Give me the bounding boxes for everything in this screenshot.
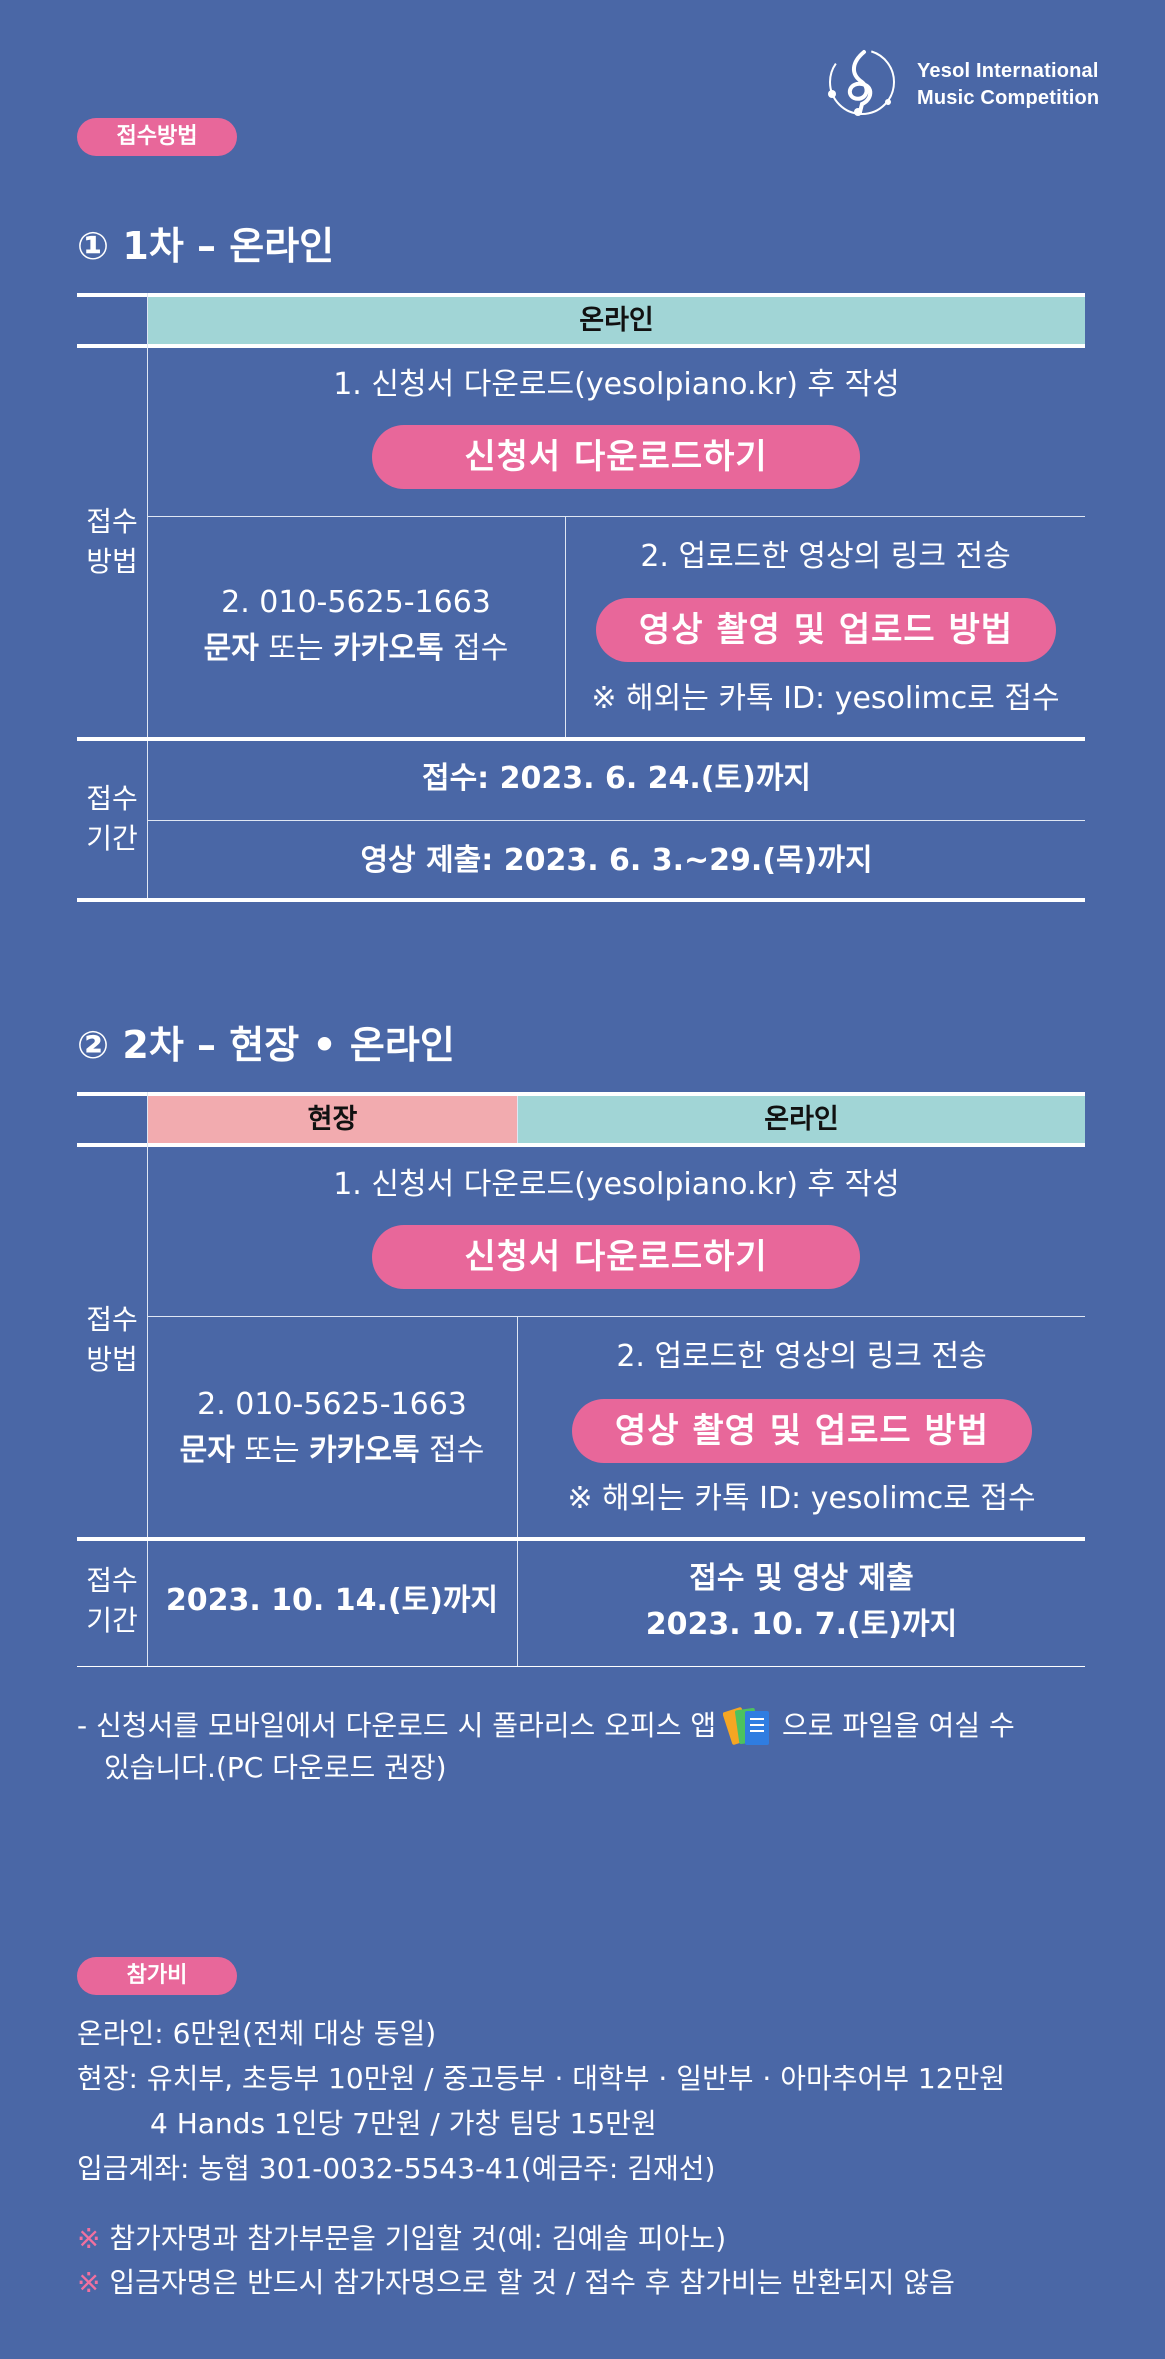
round2-bottom-border xyxy=(77,1666,1085,1667)
note-mark-icon: ※ xyxy=(77,2222,101,2255)
round1-title: ① 1차 – 온라인 xyxy=(77,224,335,268)
round1-download-button[interactable]: 신청서 다운로드하기 xyxy=(372,425,860,489)
round1-overseas-note: ※ 해외는 카톡 ID: yesolimc로 접수 xyxy=(591,681,1060,716)
round2-step1: 1. 신청서 다운로드(yesolpiano.kr) 후 작성 xyxy=(333,1167,900,1202)
fee-onsite-line2: 4 Hands 1인당 7만원 / 가창 팀당 15만원 xyxy=(150,2107,657,2140)
mobile-note-line1: - 신청서를 모바일에서 다운로드 시 폴라리스 오피스 앱 으로 파일을 여실… xyxy=(77,1702,1015,1751)
fee-online: 온라인: 6만원(전체 대상 동일) xyxy=(77,2017,437,2050)
round2-overseas-note: ※ 해외는 카톡 ID: yesolimc로 접수 xyxy=(567,1481,1036,1516)
round2-side-divider xyxy=(147,1092,148,1667)
round2-header-onsite: 현장 xyxy=(148,1096,517,1143)
competition-logo: Yesol International Music Competition xyxy=(822,42,1099,122)
round1-upload-step: 2. 업로드한 영상의 링크 전송 xyxy=(640,539,1011,574)
round2-header-border xyxy=(77,1143,1085,1147)
round2-method-divider xyxy=(517,1317,518,1667)
round2-method-bottom-border xyxy=(77,1537,1085,1541)
round2-side-period: 접수 기간 xyxy=(86,1564,138,1637)
round2-period-onsite: 2023. 10. 14.(토)까지 xyxy=(165,1583,499,1618)
round1-header-border xyxy=(77,344,1085,348)
round2-phone: 2. 010-5625-1663 xyxy=(197,1387,467,1422)
mobile-note-text-b: 으로 파일을 여실 수 xyxy=(781,1709,1015,1742)
round2-side-method: 접수 방법 xyxy=(86,1303,138,1376)
round1-top-border xyxy=(77,293,1085,297)
application-method-tag: 접수방법 xyxy=(77,118,237,156)
round1-method-split xyxy=(148,516,1085,517)
round2-upload-step: 2. 업로드한 영상의 링크 전송 xyxy=(616,1339,987,1374)
round1-side-divider xyxy=(147,293,148,899)
round2-header-online: 온라인 xyxy=(518,1096,1085,1143)
round1-step1: 1. 신청서 다운로드(yesolpiano.kr) 후 작성 xyxy=(333,367,900,402)
round2-period-online-2: 2023. 10. 7.(토)까지 xyxy=(645,1607,958,1642)
round1-phone-sub: 문자 또는 카카오톡 접수 xyxy=(203,631,509,666)
round1-video-guide-button[interactable]: 영상 촬영 및 업로드 방법 xyxy=(596,598,1056,662)
fee-note-2: ※ 입금자명은 반드시 참가자명으로 할 것 / 접수 후 참가비는 반환되지 … xyxy=(77,2266,955,2299)
entry-fee-tag: 참가비 xyxy=(77,1957,237,1995)
logo-line-1: Yesol International xyxy=(917,60,1099,82)
round2-top-border xyxy=(77,1092,1085,1096)
round2-method-split xyxy=(148,1316,1085,1317)
round2-phone-sub: 문자 또는 카카오톡 접수 xyxy=(179,1433,485,1468)
round2-video-guide-button[interactable]: 영상 촬영 및 업로드 방법 xyxy=(572,1399,1032,1463)
round2-download-button[interactable]: 신청서 다운로드하기 xyxy=(372,1225,860,1289)
round1-method-divider xyxy=(565,517,566,738)
round1-phone: 2. 010-5625-1663 xyxy=(221,585,491,620)
round1-period-split xyxy=(148,820,1085,821)
polaris-office-app-icon xyxy=(722,1707,770,1745)
logo-line-2: Music Competition xyxy=(917,87,1100,109)
fee-note-1: ※ 참가자명과 참가부문을 기입할 것(예: 김예솔 피아노) xyxy=(77,2222,727,2255)
fee-onsite-line1: 현장: 유치부, 초등부 10만원 / 중고등부 · 대학부 · 일반부 · 아… xyxy=(77,2062,1006,2095)
mobile-note-text-a: - 신청서를 모바일에서 다운로드 시 폴라리스 오피스 앱 xyxy=(77,1709,717,1742)
round1-header-online: 온라인 xyxy=(148,297,1085,344)
round1-period-submission: 접수: 2023. 6. 24.(토)까지 xyxy=(421,761,812,796)
mobile-note-line2: 있습니다.(PC 다운로드 권장) xyxy=(104,1751,447,1784)
round1-period-video: 영상 제출: 2023. 6. 3.~29.(목)까지 xyxy=(360,843,873,878)
fee-account: 입금계좌: 농협 301-0032-5543-41(예금주: 김재선) xyxy=(77,2152,716,2185)
logo-text: Yesol International Music Competition xyxy=(917,58,1099,112)
treble-clef-logo-icon xyxy=(828,49,895,116)
round2-title: ② 2차 – 현장 • 온라인 xyxy=(77,1023,455,1067)
round2-period-online-1: 접수 및 영상 제출 xyxy=(689,1561,914,1596)
round1-side-period: 접수 기간 xyxy=(86,782,138,855)
round2-header-divider xyxy=(517,1096,518,1143)
round1-method-bottom-border xyxy=(77,737,1085,741)
note-mark-icon: ※ xyxy=(77,2266,101,2299)
round1-bottom-border xyxy=(77,898,1085,902)
round1-side-method: 접수 방법 xyxy=(86,505,138,578)
